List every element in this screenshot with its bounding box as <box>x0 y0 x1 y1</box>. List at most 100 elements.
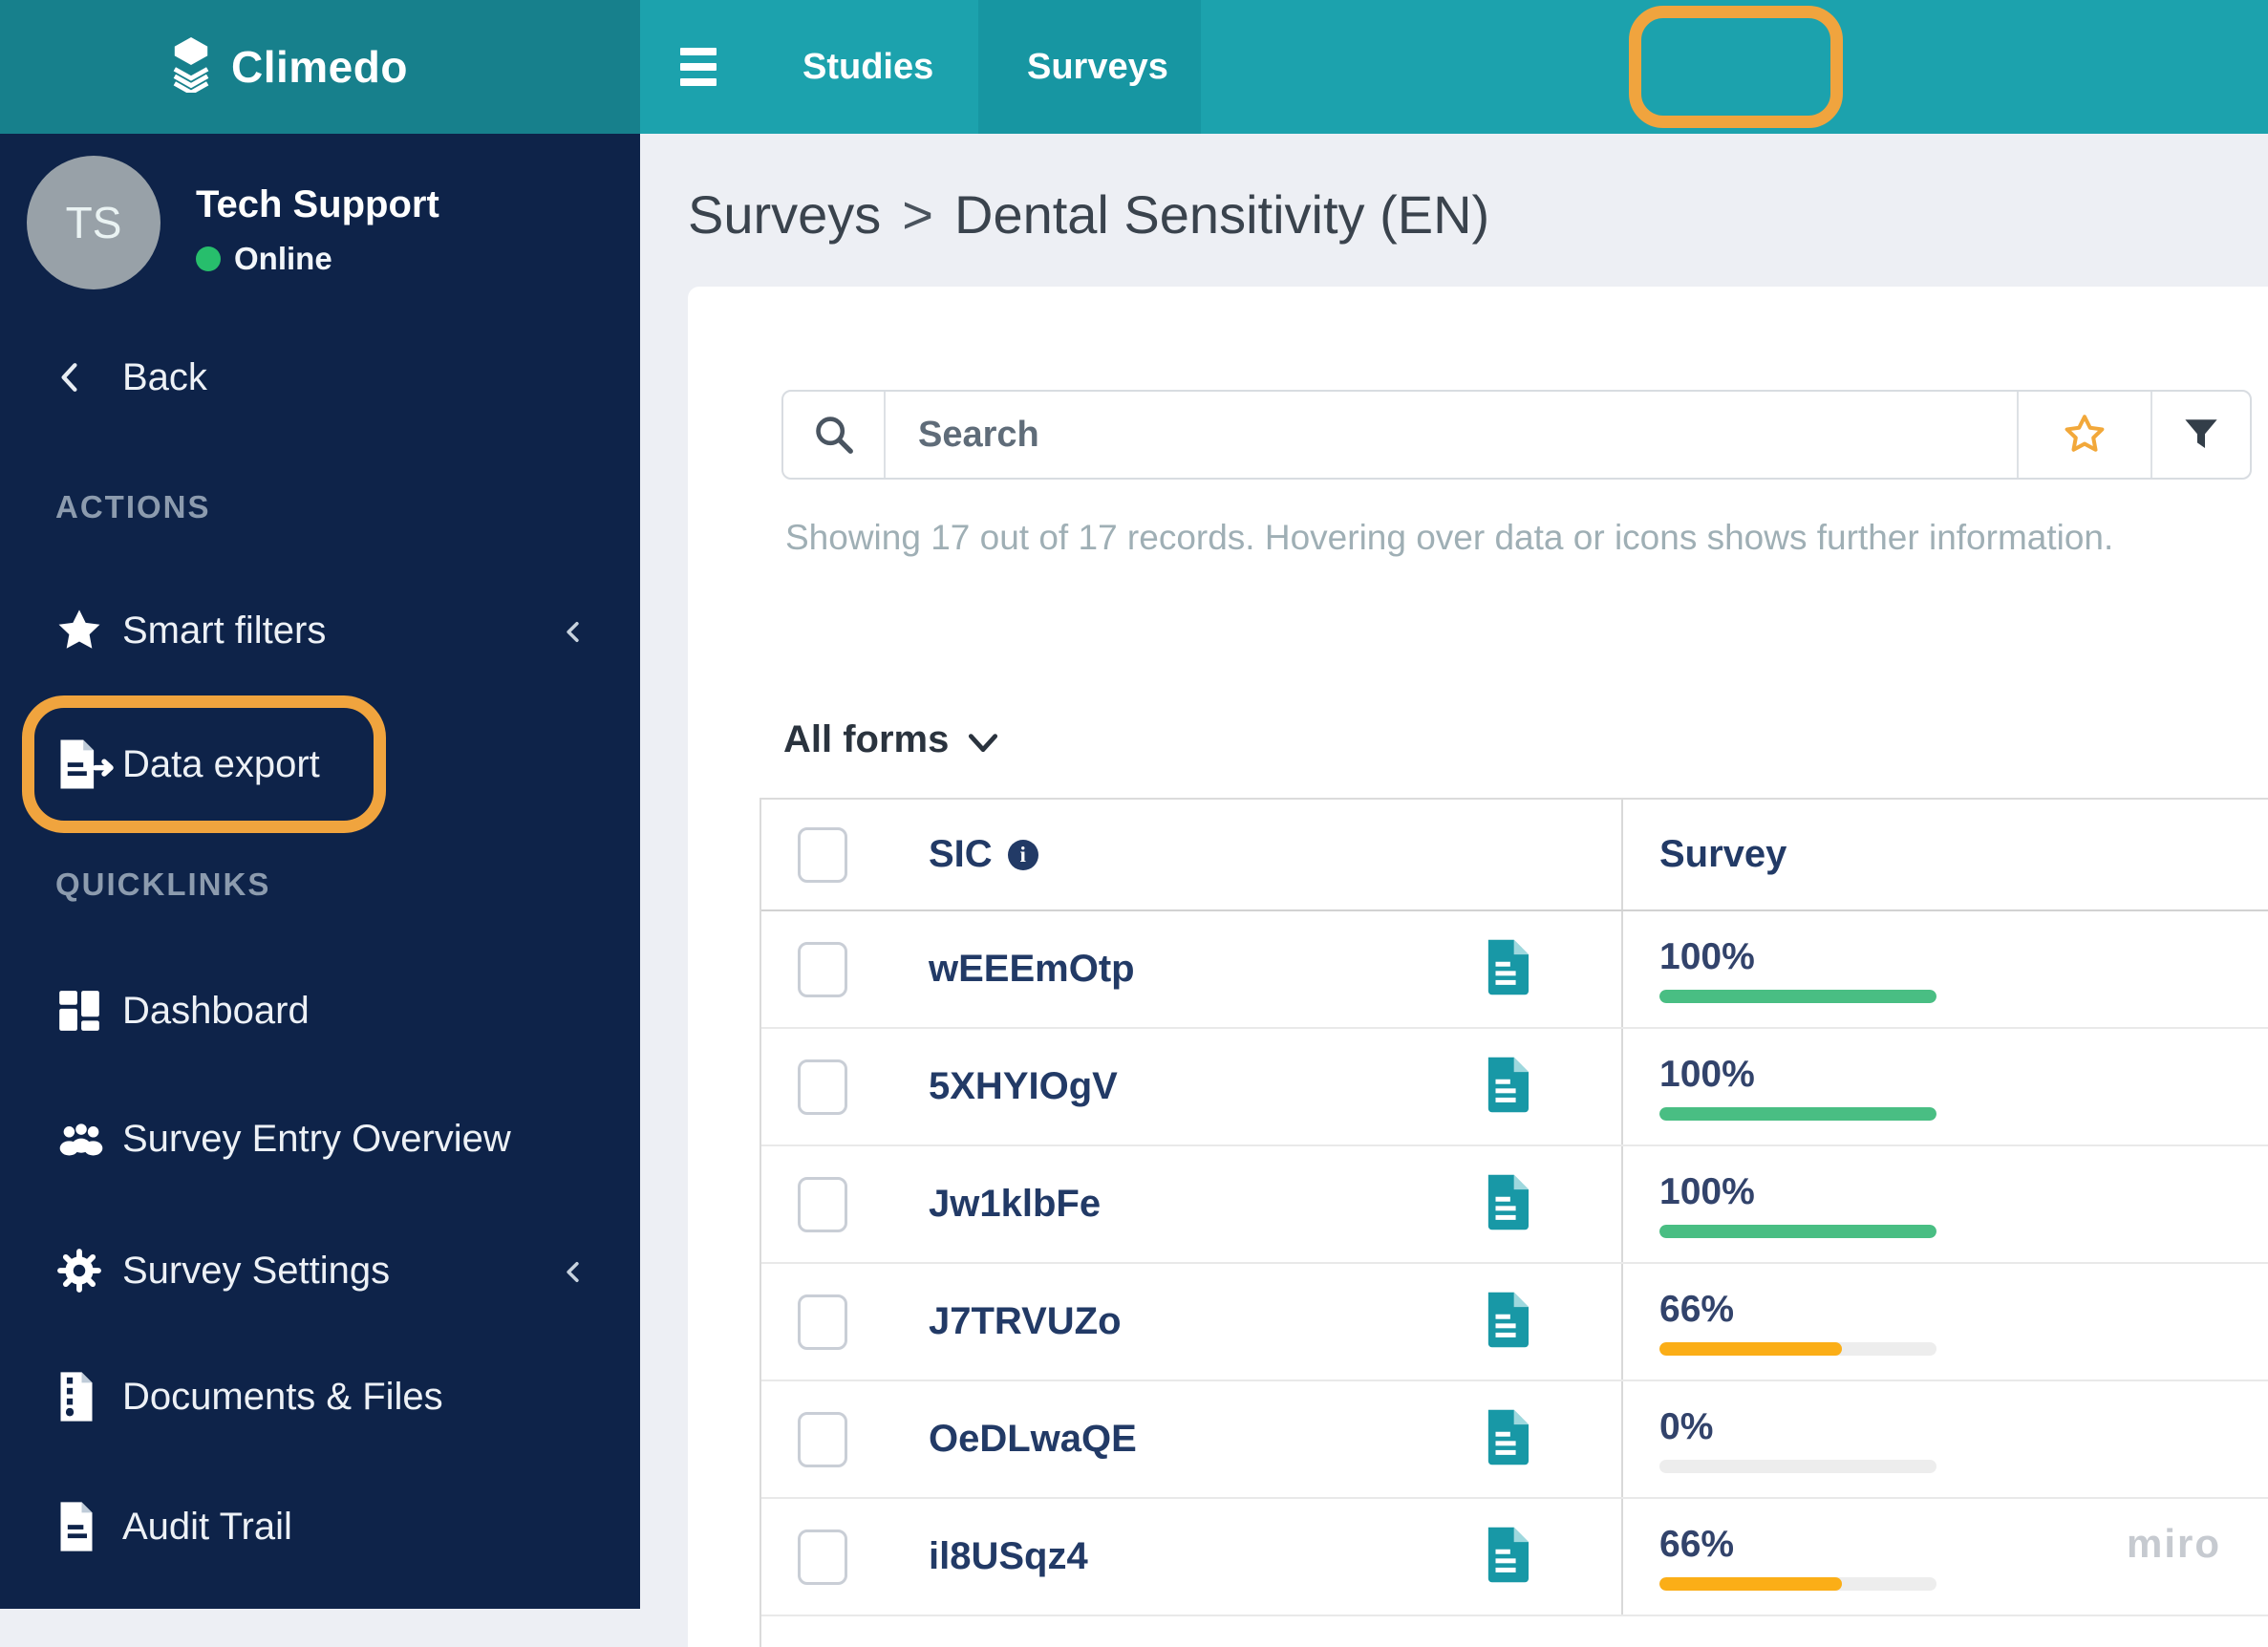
progress-bar <box>1659 1459 1936 1473</box>
sic-code: wEEEmOtp <box>929 948 1135 990</box>
sidebar-item-documents-files[interactable]: Documents & Files <box>0 1358 640 1435</box>
column-header-survey[interactable]: Survey <box>1659 833 1787 875</box>
sidebar-item-label: Survey Entry Overview <box>122 1117 511 1160</box>
filter-funnel-button[interactable] <box>2150 392 2250 478</box>
survey-percent: 100% <box>1659 1170 1755 1212</box>
table-row[interactable]: J7TRVUZo 66% <box>761 1264 2268 1381</box>
dashboard-icon <box>55 987 115 1035</box>
back-button[interactable]: Back <box>0 339 640 416</box>
progress-fill <box>1659 1224 1936 1238</box>
searchbar <box>781 390 2252 480</box>
topbar: Studies Surveys <box>640 0 2268 134</box>
forms-filter-dropdown[interactable]: All forms <box>783 718 998 761</box>
progress-fill <box>1659 989 1936 1003</box>
people-group-icon <box>55 1120 115 1158</box>
progress-bar <box>1659 1224 1936 1238</box>
gear-icon <box>55 1247 115 1294</box>
sidebar-item-survey-entry-overview[interactable]: Survey Entry Overview <box>0 1101 640 1177</box>
chevron-left-icon[interactable] <box>565 1250 581 1293</box>
survey-document-icon[interactable] <box>1485 939 1529 999</box>
table-header: SIC Survey <box>761 800 2268 911</box>
sic-code: il8USqz4 <box>929 1535 1088 1577</box>
progress-fill <box>1659 1576 1843 1591</box>
climedo-logo-icon <box>164 36 218 97</box>
row-checkbox[interactable] <box>798 1059 847 1115</box>
tab-surveys[interactable]: Surveys <box>1027 46 1168 87</box>
row-checkbox[interactable] <box>798 941 847 997</box>
progress-bar <box>1659 1576 1936 1591</box>
chevron-left-icon[interactable] <box>565 610 581 652</box>
breadcrumb-root[interactable]: Surveys <box>688 184 882 245</box>
row-checkbox[interactable] <box>798 1176 847 1232</box>
sic-code: J7TRVUZo <box>929 1300 1122 1342</box>
row-checkbox[interactable] <box>798 1294 847 1350</box>
sic-code: Jw1klbFe <box>929 1183 1102 1225</box>
chevron-left-icon <box>55 362 115 393</box>
app-logo[interactable]: Climedo <box>0 0 640 134</box>
archive-file-icon <box>55 1370 115 1423</box>
section-quicklinks: QUICKLINKS <box>55 866 271 902</box>
chevron-down-icon <box>969 733 998 752</box>
surveys-table: SIC Survey wEEEmOtp <box>760 798 2268 1647</box>
back-label: Back <box>122 355 207 398</box>
sidebar-item-data-export[interactable]: Data export <box>0 726 640 802</box>
progress-fill <box>1659 1341 1843 1356</box>
miro-watermark: miro <box>2127 1521 2222 1566</box>
status-label: Online <box>234 241 332 276</box>
sidebar-item-label: Data export <box>122 742 320 785</box>
page-title: Dental Sensitivity (EN) <box>954 184 1490 245</box>
search-input[interactable] <box>886 392 2017 478</box>
sidebar-item-smart-filters[interactable]: Smart filters <box>0 592 640 669</box>
online-dot-icon <box>196 246 221 271</box>
avatar[interactable]: TS <box>27 156 160 289</box>
records-note: Showing 17 out of 17 records. Hovering o… <box>785 518 2114 557</box>
row-checkbox[interactable] <box>798 1411 847 1467</box>
survey-document-icon[interactable] <box>1485 1292 1529 1352</box>
main-content: Surveys > Dental Sensitivity (EN) <box>640 134 2268 1647</box>
survey-document-icon[interactable] <box>1485 1174 1529 1234</box>
progress-bar <box>1659 989 1936 1003</box>
user-status: Online <box>196 241 332 277</box>
survey-document-icon[interactable] <box>1485 1527 1529 1587</box>
survey-percent: 66% <box>1659 1288 1735 1330</box>
sidebar-item-dashboard[interactable]: Dashboard <box>0 973 640 1049</box>
sidebar: Climedo TS Tech Support Online Back ACTI… <box>0 0 640 1609</box>
sidebar-item-survey-settings[interactable]: Survey Settings <box>0 1232 640 1309</box>
brand-name: Climedo <box>231 42 408 92</box>
survey-percent: 0% <box>1659 1405 1714 1447</box>
progress-bar <box>1659 1106 1936 1121</box>
survey-percent: 100% <box>1659 935 1755 977</box>
table-body: wEEEmOtp 100% 5XHYIOgV <box>761 911 2268 1616</box>
favorite-star-button[interactable] <box>2017 392 2150 478</box>
active-tab-background <box>978 0 1201 134</box>
tab-studies[interactable]: Studies <box>802 46 934 87</box>
table-row[interactable]: 5XHYIOgV 100% <box>761 1029 2268 1146</box>
survey-document-icon[interactable] <box>1485 1409 1529 1469</box>
breadcrumb: Surveys > Dental Sensitivity (EN) <box>688 183 1489 246</box>
sidebar-item-audit-trail[interactable]: Audit Trail <box>0 1488 640 1565</box>
survey-document-icon[interactable] <box>1485 1057 1529 1117</box>
data-export-icon <box>55 738 115 791</box>
table-row[interactable]: wEEEmOtp 100% <box>761 911 2268 1029</box>
table-row[interactable]: Jw1klbFe 100% <box>761 1146 2268 1264</box>
survey-percent: 100% <box>1659 1053 1755 1095</box>
forms-filter-label: All forms <box>783 718 950 760</box>
sidebar-item-label: Dashboard <box>122 989 310 1032</box>
menu-hamburger-icon[interactable] <box>680 48 717 86</box>
star-icon <box>55 607 115 654</box>
sic-code: OeDLwaQE <box>929 1418 1137 1460</box>
section-actions: ACTIONS <box>55 489 211 524</box>
table-row[interactable]: OeDLwaQE 0% <box>761 1381 2268 1499</box>
user-name: Tech Support <box>196 183 439 225</box>
progress-fill <box>1659 1106 1936 1121</box>
avatar-initials: TS <box>65 198 122 247</box>
breadcrumb-separator: > <box>902 184 933 245</box>
select-all-checkbox[interactable] <box>798 826 847 883</box>
sic-code: 5XHYIOgV <box>929 1065 1118 1107</box>
info-icon[interactable] <box>1007 839 1038 870</box>
search-icon <box>783 392 886 478</box>
table-row[interactable]: il8USqz4 66% <box>761 1499 2268 1616</box>
row-checkbox[interactable] <box>798 1529 847 1585</box>
sidebar-item-label: Survey Settings <box>122 1249 391 1292</box>
column-header-sic[interactable]: SIC <box>929 833 993 875</box>
